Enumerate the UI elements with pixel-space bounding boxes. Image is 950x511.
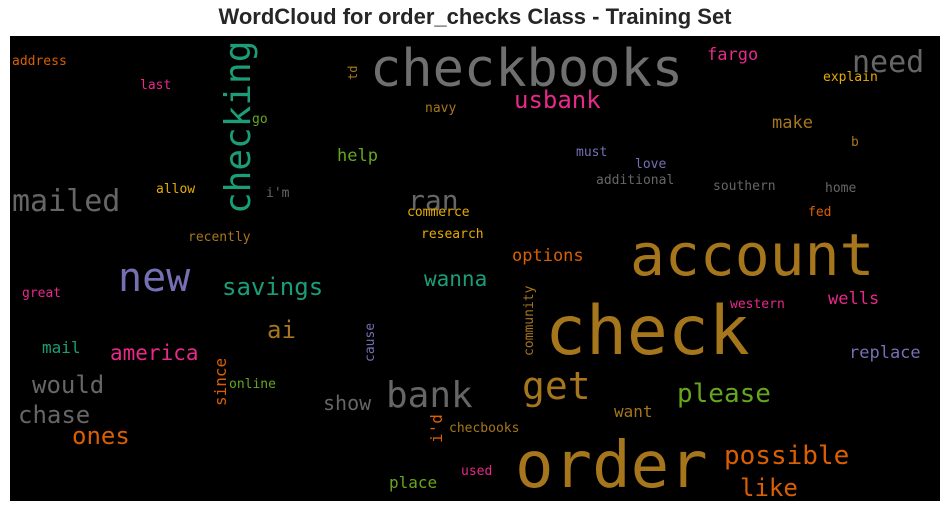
- word-ai: ai: [267, 316, 296, 344]
- word-love: love: [635, 157, 666, 172]
- word-checking: checking: [218, 41, 259, 214]
- word-options: options: [512, 246, 584, 266]
- chart-title: WordCloud for order_checks Class - Train…: [218, 4, 732, 29]
- word-fargo: fargo: [707, 45, 758, 65]
- word-great: great: [22, 286, 61, 301]
- word-help: help: [337, 146, 378, 166]
- word-used: used: [461, 464, 492, 479]
- word-cause: cause: [363, 323, 378, 362]
- word-would: would: [32, 371, 104, 399]
- wordcloud: checkbooksaccountcheckordernewcheckingba…: [10, 36, 940, 501]
- word-savings: savings: [222, 273, 323, 301]
- word-new: new: [118, 255, 191, 301]
- word-need: need: [852, 45, 924, 80]
- word-southern: southern: [713, 179, 776, 194]
- word-navy: navy: [425, 101, 456, 116]
- word-usbank: usbank: [514, 86, 601, 114]
- word-home: home: [825, 181, 856, 196]
- word-chase: chase: [18, 401, 90, 429]
- word-checbooks: checbooks: [449, 421, 519, 436]
- word-allow: allow: [156, 182, 195, 197]
- word-recently: recently: [188, 230, 251, 245]
- word-checkbooks: checkbooks: [370, 39, 683, 99]
- word-place: place: [389, 473, 437, 492]
- word-america: america: [110, 341, 199, 365]
- word-show: show: [323, 391, 372, 415]
- word-b: b: [851, 135, 859, 150]
- word-i-m: i'm: [266, 186, 290, 201]
- word-ones: ones: [72, 422, 130, 450]
- word-mail: mail: [42, 338, 81, 357]
- word-commerce: commerce: [407, 205, 470, 220]
- word-explain: explain: [823, 70, 878, 85]
- word-online: online: [229, 377, 276, 392]
- word-go: go: [252, 112, 268, 127]
- wordcloud-background: [10, 36, 940, 501]
- word-get: get: [522, 364, 591, 408]
- word-td: td: [346, 66, 360, 80]
- word-community: community: [522, 285, 537, 356]
- word-western: western: [730, 297, 785, 312]
- word-address: address: [12, 54, 67, 69]
- word-account: account: [630, 221, 874, 289]
- word-make: make: [772, 113, 813, 133]
- word-check: check: [545, 292, 750, 371]
- word-additional: additional: [596, 173, 674, 188]
- word-fed: fed: [808, 205, 831, 220]
- word-please: please: [677, 379, 771, 409]
- word-order: order: [515, 429, 708, 501]
- word-last: last: [140, 78, 171, 93]
- word-i-d: i'd: [427, 414, 446, 443]
- word-must: must: [576, 145, 607, 160]
- word-wells: wells: [828, 289, 879, 309]
- word-replace: replace: [849, 343, 921, 363]
- word-since: since: [211, 358, 230, 406]
- word-bank: bank: [386, 375, 473, 416]
- word-like: like: [740, 474, 798, 501]
- word-possible: possible: [724, 441, 849, 471]
- word-ran: ran: [408, 184, 459, 217]
- word-research: research: [421, 227, 484, 242]
- word-want: want: [614, 402, 653, 421]
- word-wanna: wanna: [424, 267, 487, 291]
- word-mailed: mailed: [12, 184, 120, 219]
